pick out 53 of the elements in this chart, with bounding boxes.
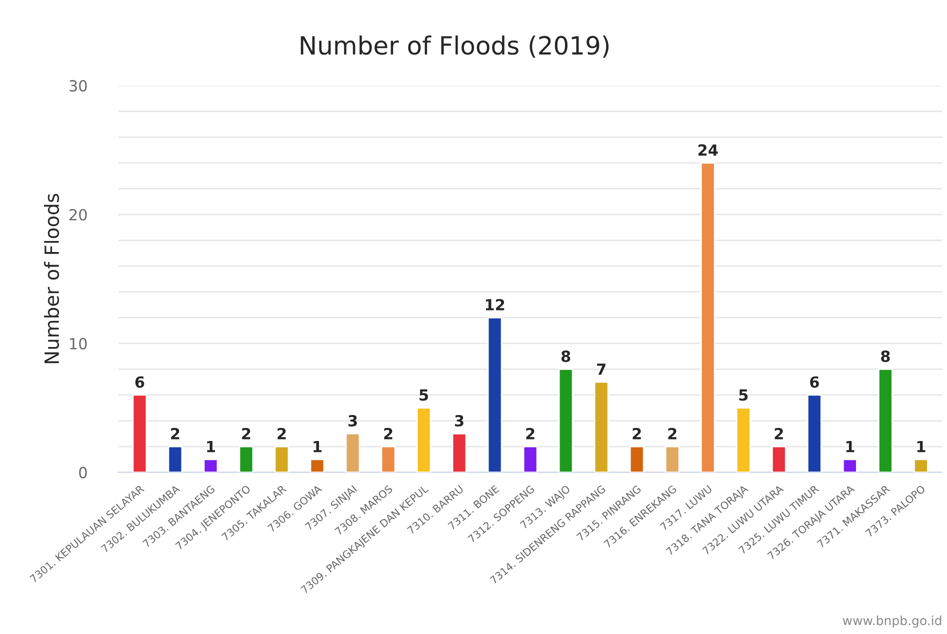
data-label: 5 [739,389,748,401]
y-tick-label: 20 [70,208,87,221]
y-axis-title: Number of Floods [44,194,60,364]
data-label: 2 [278,428,286,440]
bar [310,458,325,472]
bar [238,446,254,472]
bar [345,432,360,472]
chart-title: Number of Floods (2019) [300,35,609,58]
bar [878,368,893,472]
bar [168,446,183,472]
bar [274,446,290,472]
data-label: 8 [881,350,890,362]
bar [594,381,609,472]
bar [522,446,538,472]
data-label: 2 [632,428,641,440]
y-tick-label: 30 [70,80,87,92]
bar [487,316,502,472]
bar [558,368,574,472]
bar [380,446,396,472]
data-label: 1 [846,440,854,452]
bar [700,162,716,472]
data-label: 2 [171,428,180,440]
bar [736,407,751,472]
bar [452,432,467,472]
data-label: 1 [314,440,322,452]
data-label: 6 [135,376,144,388]
data-label: 3 [348,414,357,427]
data-label: 12 [486,298,504,310]
y-tick-label: 0 [79,466,87,478]
text: www.bnpb.go.id [842,616,942,628]
data-label: 2 [526,428,534,440]
bar [664,446,680,472]
data-label: 5 [420,389,428,401]
data-label: 1 [207,440,215,452]
bar [914,458,928,472]
bar [629,446,644,472]
data-label: 2 [774,428,783,440]
bar [842,458,858,472]
data-label: 2 [242,428,250,440]
data-label: 6 [810,376,819,388]
bar [203,458,218,472]
data-label: 7 [597,364,606,375]
bar [806,394,822,472]
data-label: 8 [561,350,570,362]
bar [132,394,148,472]
data-label: 2 [384,428,392,440]
data-label: 24 [698,144,718,156]
data-label: 3 [455,414,464,427]
y-tick-label: 10 [70,338,87,350]
data-label: 1 [917,440,926,452]
data-label: 2 [668,428,676,440]
bar [416,407,432,472]
bar [771,446,786,472]
